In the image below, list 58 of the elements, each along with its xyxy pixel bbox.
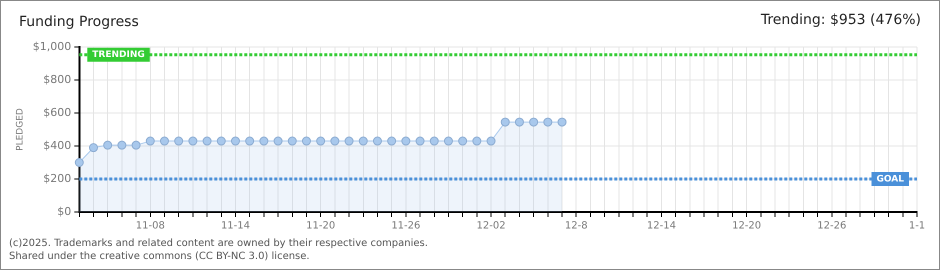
point (302, 136, 311, 146)
point (458, 136, 468, 146)
point (132, 140, 141, 150)
text: Trending: $953 (476%) (760, 12, 921, 28)
point (344, 136, 354, 146)
point (188, 136, 198, 146)
ref-line-label: GOAL (876, 174, 904, 184)
point (372, 136, 382, 146)
y-tick-label: $400 (43, 138, 72, 152)
point (230, 136, 240, 146)
y-tick-label: $800 (43, 72, 72, 86)
text: Shared under the creative commons (CC BY-NC 3.0) license. (9, 251, 310, 262)
point (444, 136, 453, 146)
point (558, 118, 567, 127)
x-tick-label: 11-14 (220, 220, 250, 232)
point (514, 118, 524, 127)
point (288, 136, 297, 146)
text: (c)2025. Trademarks and related content are owned by their respective companies. (9, 238, 428, 249)
y-tick-label: $200 (43, 172, 72, 185)
x-tick-label: 11-20 (306, 220, 336, 232)
point (500, 118, 510, 127)
x-tick-label: 11-08 (136, 220, 165, 232)
point (74, 158, 84, 167)
x-tick-label: 1-1 (908, 220, 926, 232)
y-tick-label: $600 (43, 106, 72, 119)
point (174, 136, 184, 146)
point (543, 118, 552, 127)
point (88, 143, 98, 152)
point (216, 136, 226, 146)
point (245, 136, 254, 146)
point (117, 140, 126, 150)
ref-line-label: TRENDING (92, 50, 145, 60)
y-axis-title: PLEDGED (16, 108, 26, 151)
point (330, 136, 340, 146)
x-tick-label: 12-02 (476, 220, 506, 232)
point (472, 136, 482, 146)
y-tick-label: $0 (57, 204, 72, 218)
y-tick-label: $1,000 (32, 40, 72, 53)
x-tick-label: 12-8 (564, 220, 588, 232)
x-tick-label: 11-26 (391, 220, 420, 232)
point (202, 136, 212, 146)
point (103, 140, 112, 150)
x-tick-label: 12-14 (646, 220, 676, 232)
point (387, 136, 396, 146)
point (416, 136, 425, 146)
x-tick-label: 12-20 (732, 220, 762, 232)
x-tick-label: 12-26 (817, 220, 846, 232)
point (430, 136, 439, 146)
point (401, 136, 410, 146)
point (486, 136, 496, 146)
point (274, 136, 283, 146)
point (358, 136, 368, 146)
point (529, 118, 538, 127)
point (160, 136, 169, 146)
point (316, 136, 326, 146)
point (259, 136, 268, 146)
chart-title: Funding Progress (19, 14, 139, 30)
point (146, 136, 155, 146)
